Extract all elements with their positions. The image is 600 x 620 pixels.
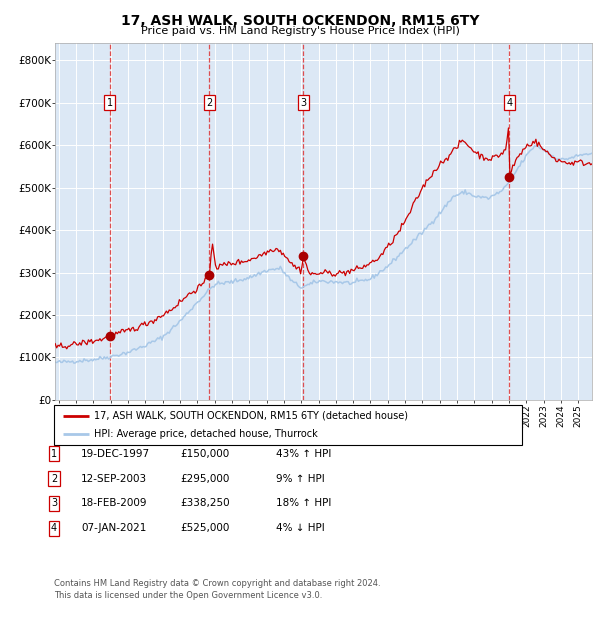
Text: 17, ASH WALK, SOUTH OCKENDON, RM15 6TY (detached house): 17, ASH WALK, SOUTH OCKENDON, RM15 6TY (… xyxy=(94,410,408,421)
Text: 19-DEC-1997: 19-DEC-1997 xyxy=(81,449,150,459)
Text: £338,250: £338,250 xyxy=(180,498,230,508)
FancyBboxPatch shape xyxy=(54,405,522,445)
Text: 18% ↑ HPI: 18% ↑ HPI xyxy=(276,498,331,508)
Text: Price paid vs. HM Land Registry's House Price Index (HPI): Price paid vs. HM Land Registry's House … xyxy=(140,26,460,36)
Text: Contains HM Land Registry data © Crown copyright and database right 2024.: Contains HM Land Registry data © Crown c… xyxy=(54,578,380,588)
Text: 1: 1 xyxy=(107,98,113,108)
Text: 43% ↑ HPI: 43% ↑ HPI xyxy=(276,449,331,459)
Text: 4: 4 xyxy=(51,523,57,533)
Text: £525,000: £525,000 xyxy=(180,523,229,533)
Text: 3: 3 xyxy=(300,98,307,108)
Text: £295,000: £295,000 xyxy=(180,474,229,484)
Text: 12-SEP-2003: 12-SEP-2003 xyxy=(81,474,147,484)
Text: 4: 4 xyxy=(506,98,512,108)
Text: HPI: Average price, detached house, Thurrock: HPI: Average price, detached house, Thur… xyxy=(94,429,317,440)
Text: 3: 3 xyxy=(51,498,57,508)
Text: 07-JAN-2021: 07-JAN-2021 xyxy=(81,523,146,533)
Text: £150,000: £150,000 xyxy=(180,449,229,459)
Text: 2: 2 xyxy=(206,98,212,108)
Text: 1: 1 xyxy=(51,449,57,459)
Text: 4% ↓ HPI: 4% ↓ HPI xyxy=(276,523,325,533)
Text: 9% ↑ HPI: 9% ↑ HPI xyxy=(276,474,325,484)
Text: 18-FEB-2009: 18-FEB-2009 xyxy=(81,498,148,508)
Text: 17, ASH WALK, SOUTH OCKENDON, RM15 6TY: 17, ASH WALK, SOUTH OCKENDON, RM15 6TY xyxy=(121,14,479,28)
Text: This data is licensed under the Open Government Licence v3.0.: This data is licensed under the Open Gov… xyxy=(54,590,322,600)
Text: 2: 2 xyxy=(51,474,57,484)
